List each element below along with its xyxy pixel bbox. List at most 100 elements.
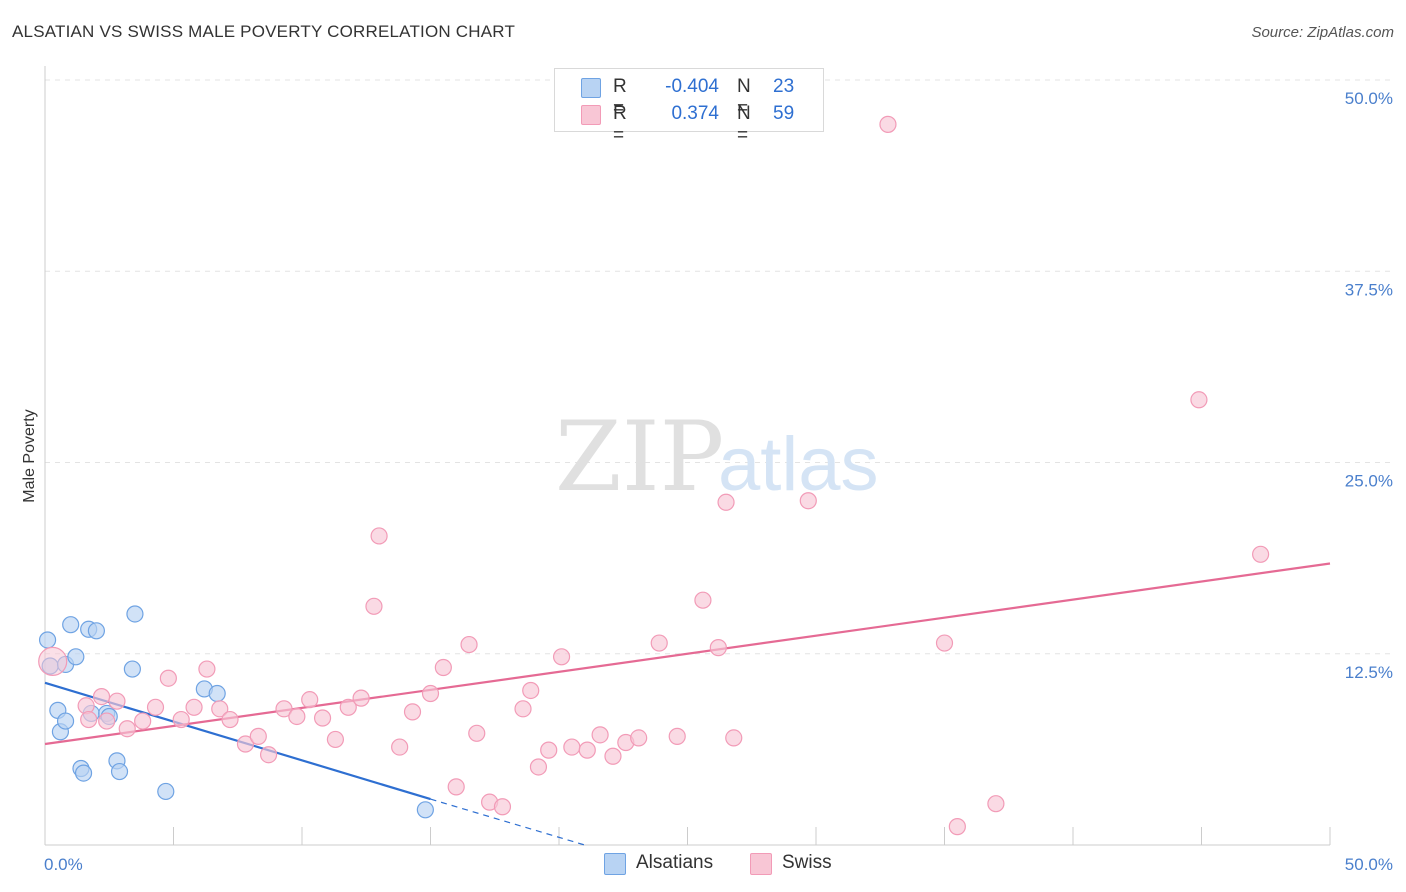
swiss-point (725, 729, 743, 747)
swiss-point (326, 730, 345, 749)
alsatians-trend-extension (430, 798, 585, 846)
swiss-point (522, 681, 540, 700)
swiss-point (185, 698, 203, 716)
axes (44, 66, 1331, 846)
swiss-point (799, 492, 817, 510)
swiss-point (403, 703, 422, 721)
alsatians-point (110, 762, 129, 781)
swiss-point (578, 741, 596, 759)
swiss-swatch (581, 105, 601, 125)
n-label: N = (737, 76, 751, 119)
watermark-atlas: atlas (718, 422, 879, 507)
swiss-point (1190, 391, 1208, 409)
alsatians-point (416, 801, 434, 819)
swiss-point (370, 527, 388, 545)
swiss-point (391, 738, 409, 756)
swiss-point (98, 712, 116, 730)
correlation-legend: R = -0.404 N = 23 R = 0.374 N = 59 (554, 68, 824, 146)
trend-lines (44, 562, 1331, 846)
swiss-point (146, 698, 165, 716)
swiss-point (275, 700, 293, 718)
r-label: R = (613, 76, 627, 119)
r-value: 0.374 (671, 103, 719, 124)
swiss-point (717, 493, 735, 511)
swiss-point (987, 795, 1005, 813)
n-value: 23 (773, 76, 795, 97)
swiss-point (134, 712, 152, 730)
chart-source: Source: ZipAtlas.com (1251, 24, 1394, 41)
swiss-point (259, 746, 278, 764)
swiss-point (948, 818, 966, 836)
swiss-point (249, 727, 267, 745)
swiss-point (365, 597, 383, 615)
r-value: -0.404 (665, 76, 719, 97)
alsatians-swatch (581, 78, 601, 98)
alsatians-point (38, 631, 57, 649)
swiss-point (630, 729, 648, 747)
alsatians-point (208, 684, 226, 703)
data-points (38, 115, 1270, 836)
swiss-point (80, 710, 98, 729)
swiss-point (301, 691, 319, 709)
swiss-point (694, 591, 712, 609)
alsatians-point (123, 660, 141, 678)
y-tick-label: 37.5% (1345, 280, 1393, 299)
x-tick-label: 50.0% (1345, 855, 1393, 874)
alsatians-point (157, 782, 175, 801)
swiss-point (236, 735, 255, 753)
n-label: N = (737, 103, 751, 146)
swiss-point (352, 689, 370, 707)
swiss-point (172, 710, 190, 729)
swiss-point (591, 726, 609, 744)
swiss-point (339, 698, 357, 716)
y-tick-label: 50.0% (1345, 89, 1393, 108)
swiss-point (211, 700, 229, 718)
swiss-point (434, 658, 452, 677)
y-tick-label: 12.5% (1345, 663, 1393, 682)
swiss-legend-swatch (750, 853, 772, 875)
y-tick-labels: 12.5% 25.0% 37.5% 50.0% (1345, 89, 1393, 682)
swiss-point (552, 648, 571, 666)
swiss-point (313, 709, 332, 727)
swiss-point (563, 738, 581, 756)
alsatians-point (56, 712, 75, 730)
swiss-point (604, 747, 622, 765)
x-tick-label: 0.0% (44, 855, 83, 874)
swiss-point (447, 778, 465, 796)
swiss-point (529, 758, 548, 776)
alsatians-point (126, 605, 144, 623)
swiss-point (118, 720, 136, 738)
swiss-trend-line (44, 562, 1331, 746)
swiss-point (421, 684, 440, 703)
swiss-point (650, 634, 668, 652)
r-label: R = (613, 103, 627, 146)
swiss-point (935, 634, 954, 652)
alsatians-point (87, 622, 106, 640)
swiss-point (879, 115, 897, 133)
alsatians-point (74, 764, 93, 782)
y-tick-label: 25.0% (1345, 472, 1393, 491)
n-value: 59 (773, 103, 795, 124)
grid-lines (45, 79, 1392, 655)
alsatians-point (62, 616, 80, 634)
swiss-point (709, 639, 727, 657)
swiss-point (468, 724, 486, 742)
swiss-point (221, 710, 239, 729)
swiss-legend-label: Swiss (782, 852, 832, 873)
alsatians-legend-swatch (604, 853, 626, 875)
watermark-zip: ZIP (555, 401, 724, 513)
swiss-point (198, 660, 216, 678)
swiss-point (460, 635, 478, 654)
chart-title: ALSATIAN VS SWISS MALE POVERTY CORRELATI… (12, 22, 516, 41)
y-axis-label: Male Poverty (21, 409, 38, 502)
alsatians-legend-label: Alsatians (636, 852, 714, 873)
swiss-point (159, 669, 177, 687)
x-tick-labels: 0.0% 50.0% (44, 855, 1393, 874)
alsatians-point (67, 648, 85, 666)
swiss-point (540, 741, 558, 759)
swiss-point (108, 692, 126, 710)
swiss-point (38, 646, 68, 677)
swiss-point (668, 727, 686, 745)
swiss-point (288, 707, 306, 726)
